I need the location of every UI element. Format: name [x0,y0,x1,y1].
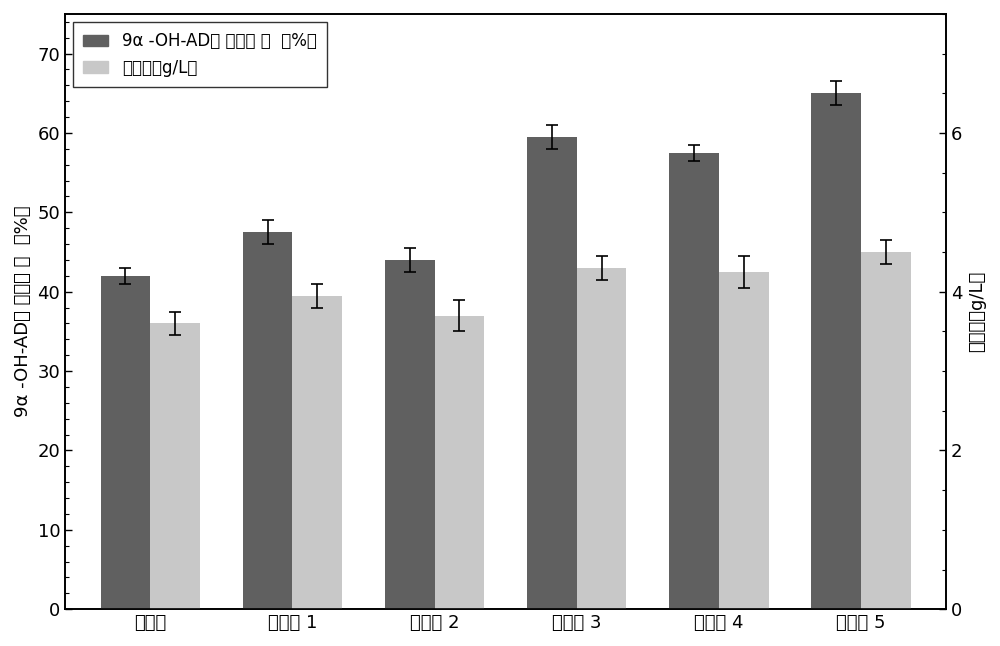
Bar [243,232,292,609]
Bar [719,272,769,609]
Bar [861,252,911,609]
Bar [669,153,719,609]
Bar [101,276,150,609]
Bar [527,137,577,609]
Bar [385,260,435,609]
Y-axis label: 9α -OH-AD的 摩尔得 率  （%）: 9α -OH-AD的 摩尔得 率 （%） [14,206,32,417]
Bar [150,324,200,609]
Bar [811,93,861,609]
Y-axis label: 生物量（g/L）: 生物量（g/L） [968,271,986,352]
Bar [577,268,626,609]
Bar [435,315,484,609]
Bar [292,296,342,609]
Legend: 9α -OH-AD的 摩尔得 率  （%）, 生物量（g/L）: 9α -OH-AD的 摩尔得 率 （%）, 生物量（g/L） [73,22,327,87]
